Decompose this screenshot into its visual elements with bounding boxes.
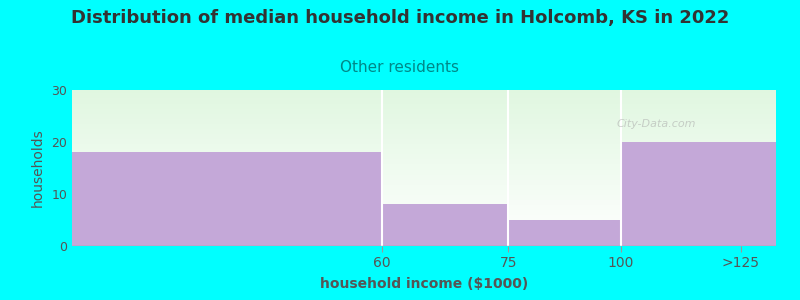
Bar xyxy=(509,220,621,246)
Bar xyxy=(382,204,509,246)
Text: Distribution of median household income in Holcomb, KS in 2022: Distribution of median household income … xyxy=(71,9,729,27)
Y-axis label: households: households xyxy=(30,129,44,207)
Bar xyxy=(621,142,776,246)
Text: City-Data.com: City-Data.com xyxy=(617,119,696,129)
Text: Other residents: Other residents xyxy=(341,60,459,75)
Bar xyxy=(72,152,382,246)
X-axis label: household income ($1000): household income ($1000) xyxy=(320,278,528,291)
